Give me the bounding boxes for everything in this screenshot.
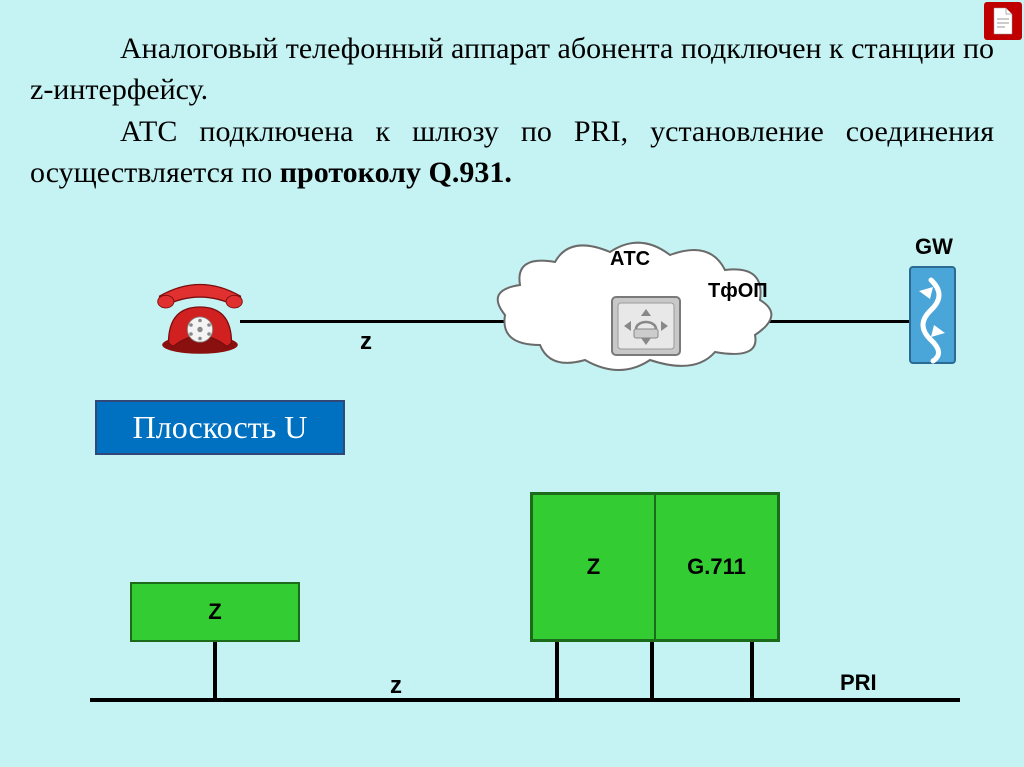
para2-bold: протоколу Q.931. [280,156,512,189]
top-diagram: z АТС ТфОП GW [0,220,1024,420]
zg-drop-1 [555,642,559,698]
z-g711-group: Z G.711 [530,492,780,642]
zg-drop-2 [650,642,654,698]
g711-half-text: G.711 [687,554,746,580]
g711-half: G.711 [655,494,778,640]
z-protocol-box: Z [130,582,300,642]
atc-label: АТС [610,248,650,271]
tfop-label: ТфОП [708,280,768,303]
para1: Аналоговый телефонный аппарат абонента п… [30,32,994,106]
para2-pre: АТС подключена к шлюзу по PRI, установле… [30,115,994,189]
description-text: Аналоговый телефонный аппарат абонента п… [30,28,994,194]
pbx-switch-icon [610,295,682,357]
z-interface-label: z [360,328,372,356]
gateway-icon [905,265,960,365]
bottom-bus-line [90,698,960,702]
gw-label: GW [915,234,953,260]
pri-bus-label: PRI [840,670,877,696]
zg-drop-3 [750,642,754,698]
telephone-icon [155,280,245,355]
plane-u-box: Плоскость U [95,400,345,455]
z-half-text: Z [587,554,600,580]
z-box-text: Z [208,599,221,625]
plane-u-text: Плоскость U [133,409,308,446]
z-drop-line [213,642,217,698]
z-half: Z [532,494,655,640]
z-bus-label: z [390,672,402,700]
